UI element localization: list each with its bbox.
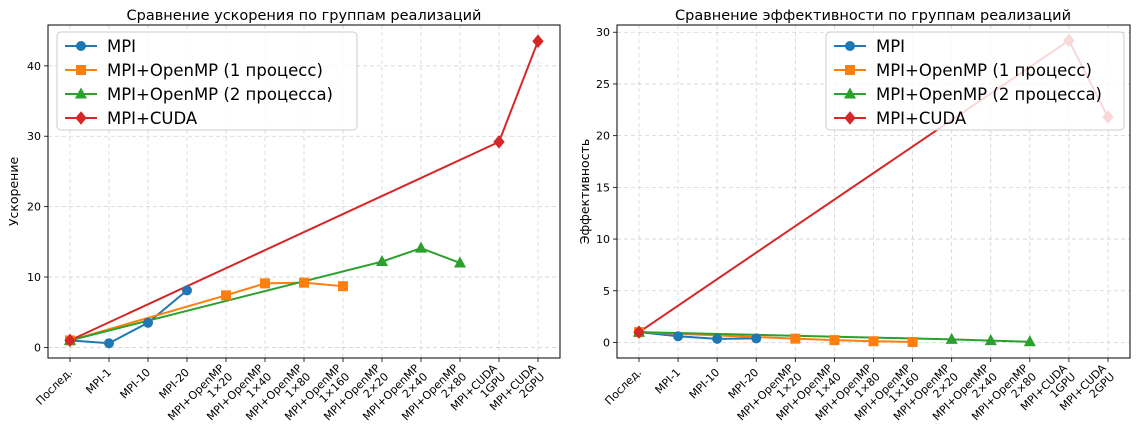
data-point (751, 333, 762, 344)
x-tick-label: MPI-1 (83, 366, 114, 397)
data-point (532, 34, 544, 48)
y-tick-label: 0 (34, 341, 41, 354)
data-point (945, 332, 958, 344)
data-point (493, 135, 505, 149)
y-tick-label: 10 (596, 233, 610, 246)
legend-marker (76, 41, 86, 51)
axes-frame (47, 24, 561, 359)
data-point (984, 334, 997, 346)
y-tick-label: 5 (603, 285, 610, 298)
data-point (143, 317, 153, 328)
legend-label: MPI+OpenMP (2 процесса) (876, 85, 1102, 104)
y-tick-label: 10 (27, 271, 41, 284)
y-tick-label: 30 (27, 130, 41, 143)
y-tick-label: 20 (27, 201, 41, 214)
legend-frame (825, 31, 1125, 131)
data-point (829, 335, 840, 346)
legend-marker (844, 111, 856, 125)
data-point (64, 333, 76, 348)
legend-label: MPI (107, 37, 136, 56)
legend-label: MPI+CUDA (876, 109, 967, 128)
legend: MPI MPI+OpenMP (1 процесс) MPI+OpenMP (2 п… (825, 31, 1125, 131)
data-point (633, 325, 645, 339)
legend-label: MPI+CUDA (107, 109, 198, 128)
series-line (69, 289, 188, 345)
data-point (221, 290, 231, 301)
y-axis-label: Ускорение (6, 157, 21, 227)
data-point (104, 338, 114, 349)
data-point (790, 333, 801, 344)
data-point (712, 333, 723, 344)
x-tick-label: MPI-10 (118, 366, 154, 402)
legend-label: MPI+OpenMP (2 процесса) (107, 85, 333, 104)
data-point (453, 256, 467, 268)
data-point (260, 278, 270, 289)
x-tick-label: Послед. (33, 366, 75, 408)
legend-label: MPI+OpenMP (1 процесс) (876, 61, 1092, 80)
y-tick-label: 40 (27, 60, 41, 73)
chart-title: Сравнение ускорения по группам реализаци… (127, 8, 482, 24)
data-point (182, 285, 192, 296)
series-line (638, 331, 757, 340)
x-tick-label: MPI-10 (687, 366, 723, 402)
data-point (673, 331, 684, 342)
series-line (69, 247, 461, 342)
data-point (414, 241, 428, 253)
x-tick-label: MPI-1 (653, 366, 684, 397)
legend-label: MPI+OpenMP (1 процесс) (107, 61, 323, 80)
legend-label: MPI (876, 37, 905, 56)
y-tick-label: 25 (596, 78, 610, 91)
y-tick-label: 0 (603, 336, 610, 349)
chart-title: Сравнение эффективности по группам реали… (675, 8, 1071, 24)
legend-frame (56, 31, 358, 131)
legend-marker (843, 87, 857, 99)
y-tick-label: 30 (596, 26, 610, 39)
data-point (299, 277, 309, 288)
legend-marker (74, 87, 88, 99)
legend: MPI MPI+OpenMP (1 процесс) MPI+OpenMP (2 п… (56, 31, 358, 131)
data-point (338, 281, 348, 292)
y-tick-label: 20 (596, 130, 610, 143)
y-axis-label: Эффективность (577, 139, 592, 244)
y-tick-label: 15 (596, 181, 610, 194)
legend-marker (75, 111, 87, 125)
legend-marker (845, 41, 855, 51)
data-point (868, 336, 879, 347)
data-point (375, 255, 389, 267)
data-point (1023, 335, 1036, 347)
legend-marker (845, 65, 855, 75)
axes-frame (616, 24, 1131, 359)
data-point (907, 336, 918, 347)
x-tick-label: Послед. (602, 366, 644, 408)
legend-marker (76, 65, 86, 75)
